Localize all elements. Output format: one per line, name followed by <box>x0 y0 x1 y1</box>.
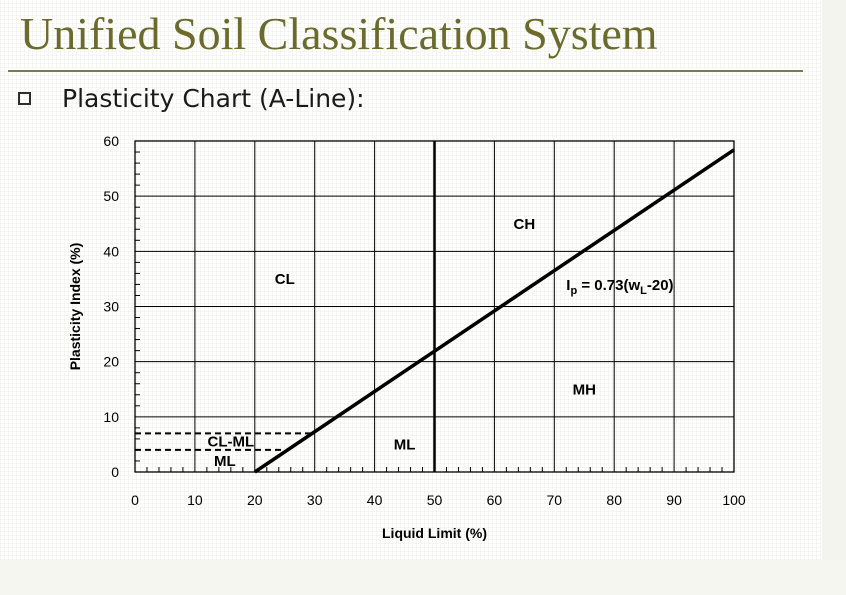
slide-side-strip <box>822 0 846 595</box>
x-tick-label: 20 <box>247 492 263 508</box>
x-tick-label: 0 <box>131 492 139 508</box>
square-bullet-icon <box>18 92 31 105</box>
equation-mid: = 0.73(w <box>577 277 640 294</box>
y-tick-label: 60 <box>103 133 119 149</box>
reference-lines <box>135 141 436 472</box>
y-tick-label: 30 <box>103 299 119 315</box>
y-tick-label: 50 <box>103 188 119 204</box>
slide-footer-strip <box>0 560 846 595</box>
equation-label: Ip = 0.73(wL-20) <box>566 277 673 297</box>
x-tick-label: 70 <box>547 492 563 508</box>
x-tick-labels: 0 10 20 30 40 50 60 70 80 90 100 <box>131 492 746 508</box>
title-divider <box>8 70 803 72</box>
equation-prefix: I <box>566 277 570 294</box>
y-tick-label: 0 <box>111 464 119 480</box>
y-tick-labels: 0 10 20 30 40 50 60 <box>103 133 119 480</box>
plot-frame <box>134 140 735 473</box>
x-tick-label: 90 <box>666 492 682 508</box>
x-tick-label: 50 <box>427 492 443 508</box>
minor-ticks <box>135 151 723 472</box>
x-tick-label: 40 <box>367 492 383 508</box>
equation-suffix: -20) <box>647 277 674 294</box>
zone-label: CL <box>275 271 295 288</box>
y-tick-label: 20 <box>103 354 119 370</box>
zone-label: CH <box>514 216 536 233</box>
zone-label: MH <box>573 381 596 398</box>
equation-sub-l: L <box>640 285 647 297</box>
series <box>253 148 735 474</box>
zone-label: CL-ML <box>208 434 255 451</box>
a-line-series <box>253 148 735 474</box>
slide-title: Unified Soil Classification System <box>20 8 658 59</box>
x-axis-label: Liquid Limit (%) <box>382 525 487 541</box>
bullet-text: Plasticity Chart (A-Line): <box>62 84 365 113</box>
x-tick-label: 10 <box>187 492 203 508</box>
x-tick-label: 60 <box>487 492 503 508</box>
x-tick-label: 100 <box>722 492 746 508</box>
y-axis-label: Plasticity Index (%) <box>67 243 83 371</box>
y-tick-label: 40 <box>103 243 119 259</box>
y-tick-label: 10 <box>103 409 119 425</box>
zone-labels: CH CL MH ML CL-ML ML <box>208 216 596 470</box>
equation-sub-p: p <box>570 285 577 297</box>
zone-label: ML <box>214 453 236 470</box>
x-tick-label: 30 <box>307 492 323 508</box>
zone-label: ML <box>394 436 416 453</box>
x-tick-label: 80 <box>606 492 622 508</box>
